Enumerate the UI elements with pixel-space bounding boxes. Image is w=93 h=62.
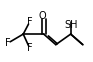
- Text: SH: SH: [65, 20, 78, 30]
- Text: F: F: [27, 17, 33, 27]
- Text: F: F: [5, 38, 10, 48]
- Text: O: O: [39, 11, 47, 21]
- Text: F: F: [27, 43, 33, 53]
